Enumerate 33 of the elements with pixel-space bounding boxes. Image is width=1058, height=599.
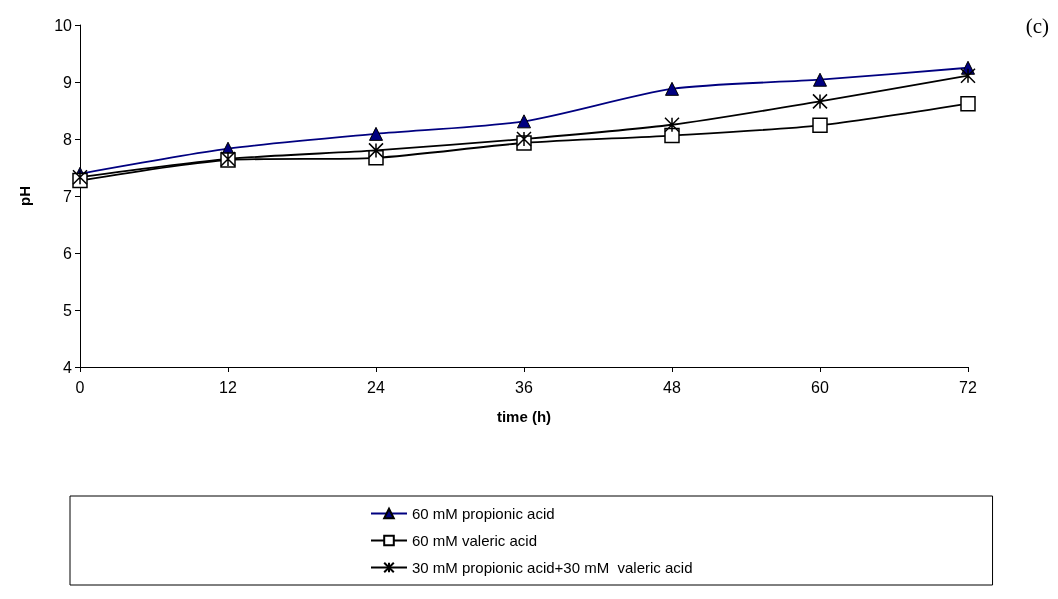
point [813, 72, 827, 87]
y-tick-label: 7 [63, 187, 73, 205]
x-tick-label: 60 [811, 378, 829, 396]
point [72, 169, 88, 185]
y-tick-label: 10 [54, 16, 73, 34]
x-tick-label: 0 [75, 378, 85, 396]
point [368, 142, 384, 159]
point [665, 81, 679, 96]
point [812, 117, 828, 134]
point [960, 95, 976, 112]
y-tick-label: 4 [63, 358, 73, 376]
legend-label: 60 mM propionic acid [412, 505, 555, 522]
y-tick-label: 6 [63, 244, 73, 262]
legend-label: 30 mM propionic acid+30 mM valeric acid [412, 559, 693, 576]
y-tick-label: 8 [63, 130, 73, 148]
point [664, 117, 680, 133]
point [516, 131, 532, 147]
point [517, 114, 531, 129]
y-tick-label: 9 [63, 73, 73, 91]
y-tick-label: 5 [63, 301, 73, 319]
point [812, 93, 828, 110]
x-tick-label: 48 [663, 378, 681, 396]
point [960, 67, 976, 84]
legend-label: 60 mM valeric acid [412, 532, 538, 549]
y-axis-title: pH [16, 186, 33, 206]
text: (c) [1025, 13, 1050, 38]
x-tick-label: 72 [959, 378, 977, 396]
x-tick-label: 36 [515, 378, 533, 396]
point [369, 126, 383, 141]
x-tick-label: 24 [367, 378, 385, 396]
x-axis-title: time (h) [496, 408, 552, 425]
point [664, 127, 680, 144]
x-tick-label: 12 [219, 378, 237, 396]
